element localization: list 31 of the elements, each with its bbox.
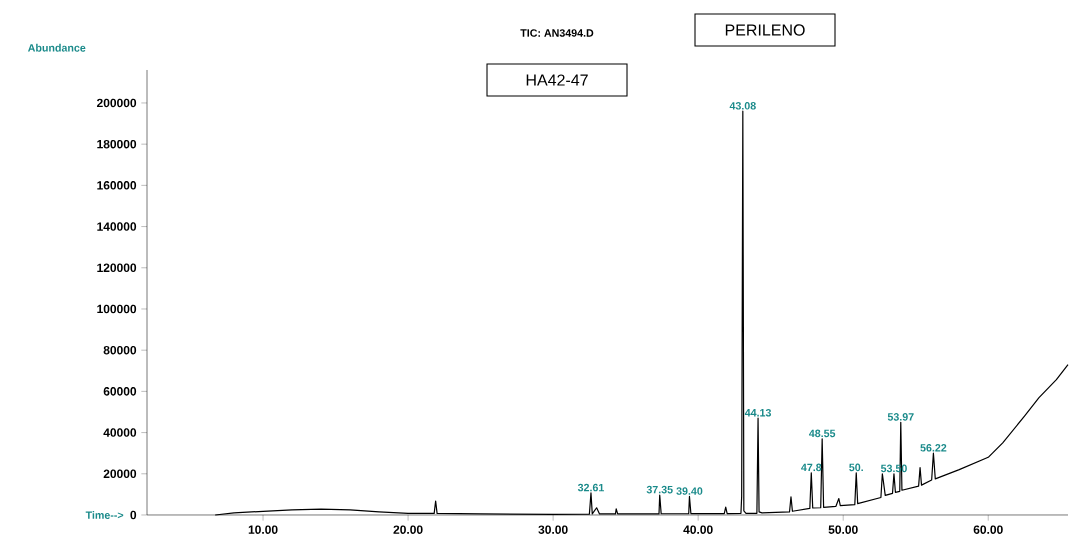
chart-title: TIC: AN3494.D	[520, 29, 594, 37]
annotation: 39.40	[676, 487, 703, 495]
annotation: 37.35	[646, 485, 673, 494]
annotation: 48.55	[808, 429, 836, 437]
annotation: 53.97	[887, 412, 914, 421]
y-tick-label: 20000	[103, 469, 137, 478]
x-tick-label: 30.00	[538, 525, 568, 534]
annotation: 32.61	[577, 483, 605, 492]
x-tick-label: 10.00	[248, 525, 278, 534]
y-tick-label: 160000	[97, 180, 137, 190]
annotation: 44.13	[744, 408, 772, 417]
x-tick-label: 60.00	[973, 525, 1003, 534]
x-axis-title: Time-->	[85, 510, 124, 519]
text: PERILENO	[725, 24, 805, 36]
annotation: HA42-47	[526, 74, 588, 86]
x-tick-label: 40.00	[683, 525, 713, 534]
y-tick-label: 200000	[96, 98, 137, 108]
y-tick-label: 100000	[97, 304, 137, 314]
y-tick-label: 120000	[97, 263, 137, 272]
annotation: 43.08	[729, 101, 756, 110]
x-tick-label: 20.00	[393, 525, 423, 534]
y-tick-label: 60000	[103, 386, 137, 396]
y-tick-label: 40000	[103, 428, 137, 437]
annotation: 56.22	[920, 443, 947, 452]
y-tick-label: 80000	[103, 345, 137, 355]
y-axis-title: Abundance	[27, 43, 86, 52]
y-tick-label: 180000	[97, 139, 137, 149]
y-tick-label: 140000	[97, 222, 137, 231]
x-tick-label: 50.00	[828, 525, 858, 534]
y-tick-label: 0	[130, 510, 137, 520]
annotation: 50.	[849, 463, 863, 471]
